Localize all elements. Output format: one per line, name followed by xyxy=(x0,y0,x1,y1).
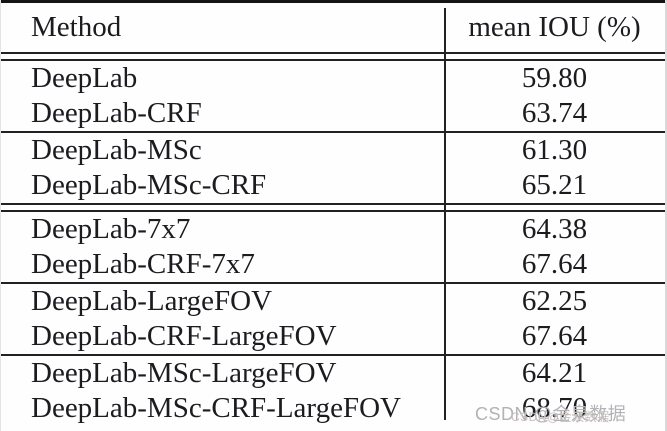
iou-cell: 67.64 xyxy=(521,320,588,352)
group-divider-rule xyxy=(1,282,665,284)
method-cell: DeepLab-MSc-CRF-LargeFOV xyxy=(31,392,401,424)
table-header-row: Method mean IOU (%) xyxy=(1,3,665,52)
method-cell: DeepLab-7x7 xyxy=(31,213,191,245)
group-divider-rule xyxy=(1,354,665,356)
table-row: DeepLab-CRF 63.74 xyxy=(1,96,665,131)
method-cell: DeepLab-CRF xyxy=(31,97,202,129)
iou-cell: 63.74 xyxy=(521,97,588,129)
method-cell: DeepLab-CRF-LargeFOV xyxy=(31,320,337,352)
method-cell: DeepLab-MSc xyxy=(31,134,202,166)
iou-cell: 62.25 xyxy=(521,285,588,317)
method-cell: DeepLab xyxy=(31,62,138,94)
table-row: DeepLab-MSc-LargeFOV 64.21 xyxy=(1,356,665,391)
table-row: DeepLab-MSc-CRF 65.21 xyxy=(1,168,665,203)
iou-cell: 61.30 xyxy=(521,134,588,166)
group-divider-rule xyxy=(1,131,665,133)
iou-cell: 68.70 xyxy=(521,392,588,424)
method-cell: DeepLab-MSc-LargeFOV xyxy=(31,357,337,389)
column-header-mean-iou: mean IOU (%) xyxy=(468,11,641,43)
table-row: DeepLab-MSc 61.30 xyxy=(1,133,665,168)
column-divider-line xyxy=(444,8,446,420)
table-row: DeepLab-7x7 64.38 xyxy=(1,212,665,247)
header-double-rule xyxy=(1,52,665,61)
iou-cell: 64.21 xyxy=(521,357,588,389)
table-top-rule xyxy=(1,0,665,3)
table-row: DeepLab-MSc-CRF-LargeFOV 68.70 xyxy=(1,391,665,426)
method-cell: DeepLab-CRF-7x7 xyxy=(31,248,255,280)
table-row: DeepLab-LargeFOV 62.25 xyxy=(1,284,665,319)
table-row: DeepLab-CRF-7x7 67.64 xyxy=(1,247,665,282)
iou-cell: 64.38 xyxy=(521,213,588,245)
method-cell: DeepLab-MSc-CRF xyxy=(31,169,267,201)
table-row: DeepLab-CRF-LargeFOV 67.64 xyxy=(1,319,665,354)
iou-cell: 59.80 xyxy=(521,62,588,94)
iou-cell: 67.64 xyxy=(521,248,588,280)
iou-cell: 65.21 xyxy=(521,169,588,201)
column-header-method: Method xyxy=(31,11,122,43)
method-cell: DeepLab-LargeFOV xyxy=(31,285,273,317)
section-double-rule xyxy=(1,203,665,212)
table-row: DeepLab 59.80 xyxy=(1,61,665,96)
